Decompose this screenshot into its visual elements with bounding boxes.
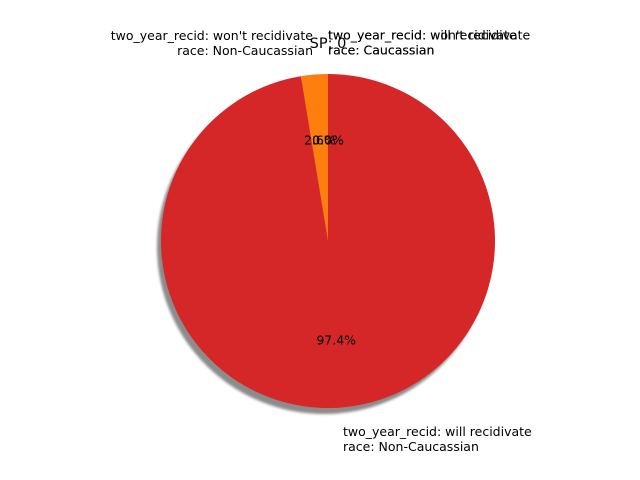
- pie-slice-percent-label: 97.4%: [316, 332, 356, 347]
- pie-slice-label-line: race: Non-Caucassian: [343, 439, 479, 454]
- pie-slice-1: [300, 74, 328, 241]
- pie-slice-label: two_year_recid: won't recidivate race: Ca…: [328, 27, 531, 57]
- pie-labels: 2.6%two_year_recid: won't recidivate race…: [111, 27, 532, 454]
- pie-wedges: [160, 74, 496, 408]
- pie-slice-label: two_year_recid: will recidivate race: Cau…: [328, 27, 517, 57]
- chart-title: SP: 0: [310, 36, 347, 52]
- pie-slice-label-line: two_year_recid: will recidivate: [343, 424, 532, 439]
- pie-slice-label-line: two_year_recid: won't recidivate: [328, 27, 531, 42]
- pie-slice-label: two_year_recid: will recidivate race: Non…: [343, 424, 532, 454]
- pie-slice-label-line: race: Non-Caucassian: [177, 43, 313, 58]
- pie-slice-percent-label: 2.6%: [304, 133, 336, 148]
- pie-slice-label-line: race: Caucassian: [328, 42, 434, 57]
- pie-slice-label-line: race: Caucassian: [328, 42, 434, 57]
- pie-slice-label: two_year_recid: won't recidivate race: No…: [111, 28, 314, 58]
- pie-slice-label-line: two_year_recid: won't recidivate: [111, 28, 314, 43]
- pie-slice-label-line: two_year_recid: will recidivate: [328, 27, 517, 42]
- pie-slice-percent-label: 0.0%: [312, 132, 344, 147]
- pie-slice-percent-label: 0.0%: [312, 132, 344, 147]
- pie-slice-2: [160, 74, 496, 408]
